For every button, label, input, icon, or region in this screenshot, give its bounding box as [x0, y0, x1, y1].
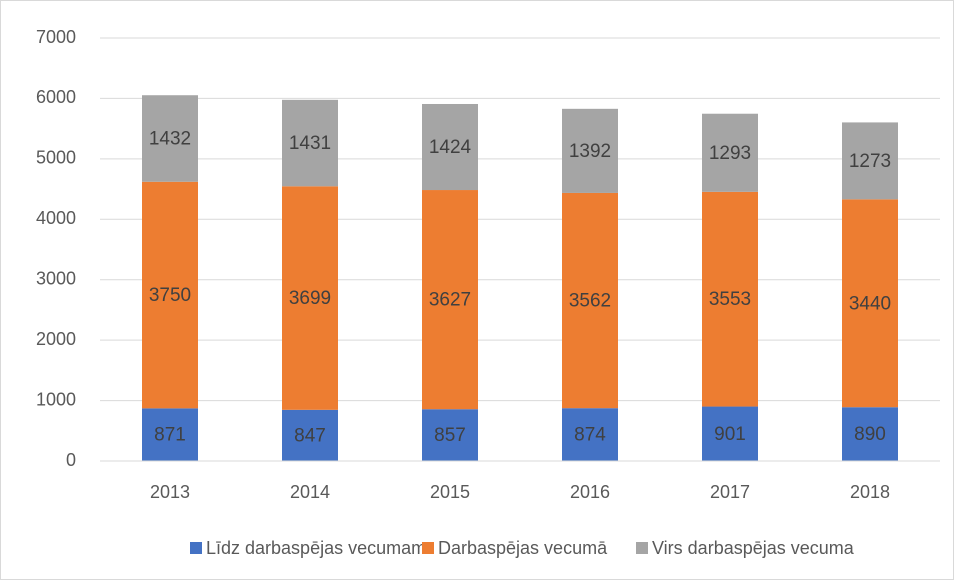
legend-label: Līdz darbaspējas vecumam: [206, 538, 426, 558]
data-label: 3440: [849, 293, 891, 314]
data-label: 1293: [709, 143, 751, 164]
bar-segment: [562, 108, 618, 193]
y-tick-label: 1000: [36, 389, 76, 409]
y-tick-label: 7000: [36, 27, 76, 47]
data-label: 847: [294, 425, 326, 446]
x-tick-label: 2013: [150, 482, 190, 502]
bar-segment: [282, 409, 338, 461]
bar-segment: [422, 103, 478, 191]
legend-label: Virs darbaspējas vecuma: [652, 538, 855, 558]
y-tick-label: 5000: [36, 148, 76, 168]
y-tick-label: 2000: [36, 329, 76, 349]
bar-segment: [142, 95, 198, 182]
data-label: 3699: [289, 288, 331, 309]
bar-segment: [422, 190, 478, 410]
data-label: 1424: [429, 137, 472, 158]
bar-segment: [282, 99, 338, 187]
data-label: 3562: [569, 291, 611, 312]
y-tick-label: 4000: [36, 208, 76, 228]
bar-segment: [282, 186, 338, 410]
y-tick-label: 3000: [36, 268, 76, 288]
bar-segment: [142, 408, 198, 461]
bar-segment: [422, 409, 478, 461]
data-label: 890: [854, 424, 886, 445]
data-label: 3627: [429, 290, 471, 311]
data-label: 1392: [569, 141, 611, 162]
bar-segment: [702, 406, 758, 461]
bar-segment: [842, 407, 898, 461]
y-tick-label: 0: [66, 450, 76, 470]
data-label: 1273: [849, 151, 891, 172]
x-tick-label: 2018: [850, 482, 890, 502]
data-label: 871: [154, 425, 186, 446]
bar-segment: [562, 408, 618, 461]
data-label: 1431: [289, 133, 331, 154]
x-tick-label: 2016: [570, 482, 610, 502]
data-label: 857: [434, 425, 466, 446]
data-label: 901: [714, 424, 746, 445]
bar-segment: [702, 191, 758, 407]
x-tick-label: 2017: [710, 482, 750, 502]
bar-segment: [562, 192, 618, 409]
legend-label: Darbaspējas vecumā: [438, 538, 608, 558]
data-label: 1432: [149, 129, 191, 150]
bar-segment: [842, 199, 898, 408]
x-tick-label: 2014: [290, 482, 330, 502]
x-tick-label: 2015: [430, 482, 470, 502]
bar-segment: [842, 122, 898, 200]
y-tick-label: 6000: [36, 87, 76, 107]
data-label: 3553: [709, 289, 751, 310]
data-label: 874: [574, 425, 606, 446]
bar-segment: [142, 181, 198, 409]
legend-swatch: [422, 542, 434, 554]
bar-segment: [702, 113, 758, 192]
data-label: 3750: [149, 285, 191, 306]
legend-swatch: [636, 542, 648, 554]
legend-swatch: [190, 542, 202, 554]
